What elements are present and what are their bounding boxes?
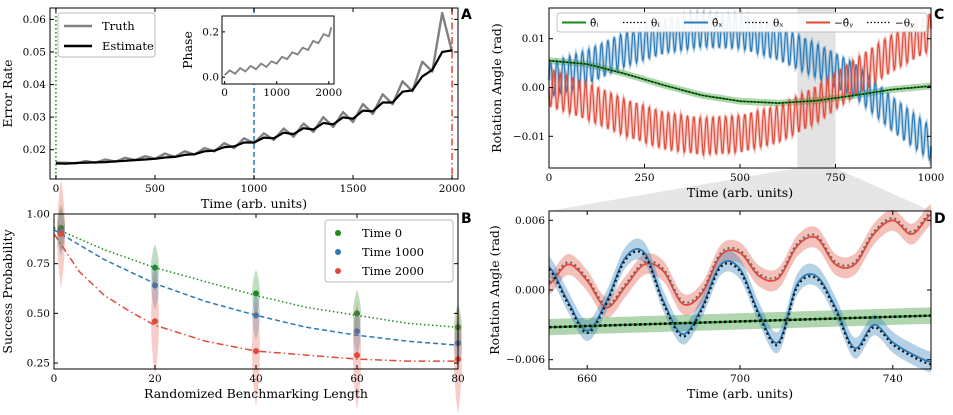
c-xlabel: Time (arb. units): [687, 185, 793, 200]
inset-ytick-label: 0.2: [202, 26, 219, 38]
c-ytick-label: −0.01: [513, 131, 545, 143]
d-theta-i-true-line: [548, 314, 932, 329]
d-ylabel: Rotation Angle (rad): [487, 225, 502, 355]
inset-frame: [221, 15, 335, 85]
b-xtick-label: 60: [350, 373, 363, 385]
legend-b-label: Time 1000: [362, 245, 424, 259]
a-ytick-label: 0.05: [23, 46, 46, 58]
legend-c-label: −θᵧ: [895, 18, 914, 30]
theta-i-estimate-line: [548, 59, 932, 105]
panel-label-c: C: [934, 7, 944, 23]
a-ytick-label: 0.02: [23, 144, 46, 156]
panel-d: 660 700 740 −0.006 0.000 0.006 Time (arb. unit…: [487, 204, 932, 401]
d-xtick-label: 740: [883, 373, 903, 385]
b-ytick-label: 0.50: [27, 308, 50, 320]
data-point-0: [253, 290, 259, 297]
a-ytick-label: 0.06: [23, 14, 47, 26]
legend-c-label: θₓ: [773, 18, 784, 30]
data-point-2: [354, 352, 360, 359]
legend-c-label: θ̂ₓ: [712, 18, 723, 30]
zoom-connector-shade: [549, 168, 931, 211]
a-xtick-label: 2000: [439, 183, 466, 195]
b-xtick-label: 80: [451, 373, 464, 385]
b-xtick-label: 40: [249, 373, 262, 385]
b-ytick-label: 0.25: [27, 358, 50, 370]
legend-b-marker: [335, 268, 341, 274]
data-point-0: [152, 264, 158, 271]
b-ylabel: Success Probability: [0, 228, 15, 353]
data-point-0: [354, 310, 360, 317]
inset-ytick-label: 0.0: [202, 72, 219, 84]
data-point-2: [58, 230, 65, 237]
legend-b-marker: [335, 249, 341, 255]
zoom-connector: [549, 168, 931, 211]
inset-xtick-label: 0: [221, 87, 228, 99]
a-ytick-label: 0.04: [23, 79, 47, 91]
panel-label-a: A: [461, 7, 472, 23]
c-xtick-label: 500: [730, 172, 750, 184]
legend-c: θ̂ᵢ θᵢ θ̂ₓ θₓ −θ̂ᵧ −θᵧ: [556, 12, 928, 33]
d-theta-x-line: [548, 247, 932, 363]
d-ytick-label: 0.006: [515, 215, 545, 227]
neg-theta-y-line: [548, 13, 932, 157]
d-ytick-label: 0.000: [515, 285, 545, 297]
data-point-2: [253, 348, 259, 355]
legend-truth-label: Truth: [102, 19, 135, 33]
panel-label-b: B: [461, 211, 472, 227]
panel-c: 0 250 500 750 1000 −0.01 0.00 0.01 Time (arb. un…: [489, 7, 945, 200]
a-xtick-label: 0: [53, 183, 60, 195]
inset-xtick-label: 2000: [315, 87, 342, 99]
b-ytick-label: 1.00: [27, 209, 50, 221]
legend-b-marker: [335, 230, 341, 236]
legend-c-box: [556, 12, 928, 33]
data-point-1: [253, 312, 259, 319]
a-xtick-label: 1500: [340, 183, 367, 195]
legend-b-label: Time 0: [362, 226, 402, 240]
d-neg-theta-y-band: [549, 204, 931, 318]
legend-c-label: θᵢ: [651, 18, 659, 30]
d-xtick-label: 700: [730, 373, 750, 385]
panel-label-d: D: [934, 211, 946, 227]
b-xtick-label: 20: [148, 373, 161, 385]
a-xtick-label: 500: [145, 183, 165, 195]
d-xtick-label: 660: [577, 373, 597, 385]
panel-a: 0 500 1000 1500 2000 0.02 0.03 0.04 0.05 0.06 Time…: [0, 7, 466, 211]
d-theta-x-band: [549, 238, 931, 373]
inset-phase: 0 1000 2000 0.0 0.2 Phase: [180, 15, 342, 99]
d-xlabel: Time (arb. units): [687, 386, 793, 401]
a-ylabel: Error Rate: [0, 59, 15, 127]
legend-a: Truth Estimate: [57, 12, 156, 58]
a-ytick-label: 0.03: [23, 112, 46, 124]
series-estimate-line: [55, 49, 453, 165]
legend-b-box: [324, 219, 454, 283]
b-ytick-label: 0.75: [27, 258, 50, 270]
legend-c-label: −θ̂ᵧ: [834, 18, 853, 30]
b-xlabel: Randomized Benchmarking Length: [144, 386, 368, 401]
data-point-1: [152, 282, 158, 289]
legend-c-label: θ̂ᵢ: [590, 18, 598, 30]
panel-b: 0 20 40 60 80 0.25 0.50 0.75 1.00 Randomized Benc…: [0, 178, 465, 415]
d-ytick-label: −0.006: [506, 354, 545, 366]
b-xtick-label: 0: [51, 373, 58, 385]
inset-xtick-label: 1000: [263, 87, 290, 99]
legend-b: Time 0 Time 1000 Time 2000: [324, 219, 454, 283]
legend-estimate-label: Estimate: [102, 39, 154, 53]
c-xtick-label: 250: [634, 172, 654, 184]
c-ytick-label: 0.00: [522, 82, 545, 94]
legend-b-label: Time 2000: [362, 264, 424, 278]
data-point-1: [354, 328, 360, 335]
d-neg-theta-y-line: [548, 213, 932, 309]
a-xlabel: Time (arb. units): [201, 196, 307, 211]
c-ylabel: Rotation Angle (rad): [489, 23, 504, 153]
inset-ylabel: Phase: [180, 31, 195, 69]
c-xtick-label: 750: [825, 172, 845, 184]
c-ytick-label: 0.01: [522, 33, 545, 45]
inset-phase-line: [224, 27, 333, 76]
c-xtick-label: 0: [546, 172, 553, 184]
data-point-2: [152, 318, 158, 325]
a-xtick-label: 1000: [241, 183, 268, 195]
c-xtick-label: 1000: [918, 172, 945, 184]
fit-line-2: [53, 233, 458, 362]
